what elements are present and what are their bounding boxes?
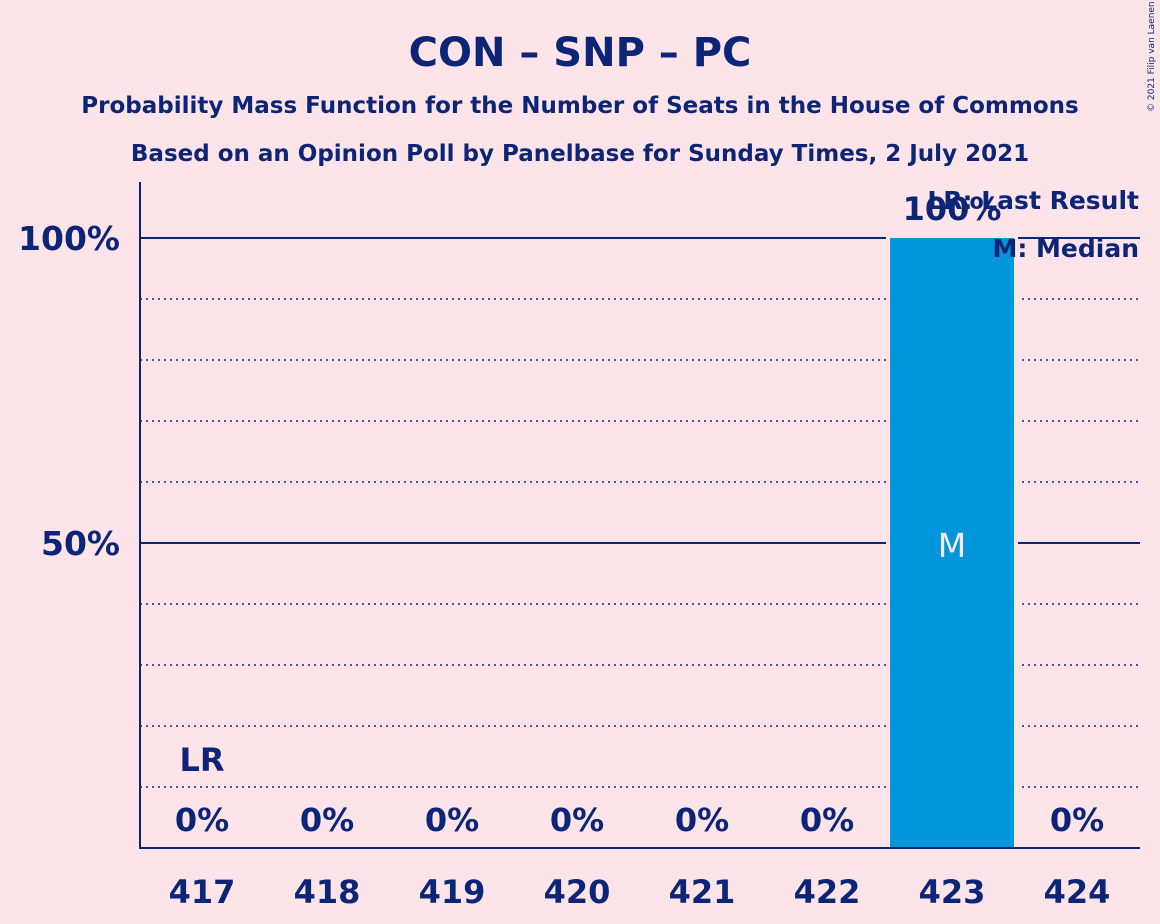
legend-item-2: M: Median	[992, 234, 1139, 263]
y-tick-label-50: 50%	[41, 524, 120, 563]
value-label-417: 0%	[175, 801, 229, 839]
x-tick-label-423: 423	[919, 873, 986, 911]
axes: 50% 100% 417 418 419 420 421 422 423 424	[18, 182, 1140, 911]
x-tick-label-417: 417	[169, 873, 236, 911]
value-label-422: 0%	[800, 801, 854, 839]
y-tick-label-100: 100%	[18, 219, 120, 258]
legend-item-1: LR: Last Result	[927, 186, 1139, 215]
x-tick-label-424: 424	[1044, 873, 1111, 911]
chart-subtitle: Probability Mass Function for the Number…	[81, 93, 1078, 119]
value-label-420: 0%	[550, 801, 604, 839]
value-label-419: 0%	[425, 801, 479, 839]
value-label-424: 0%	[1050, 801, 1104, 839]
value-label-421: 0%	[675, 801, 729, 839]
median-marker: M	[938, 526, 966, 565]
chart-title: CON – SNP – PC	[409, 30, 752, 76]
bar-423	[890, 238, 1014, 848]
chart-poll-source: Based on an Opinion Poll by Panelbase fo…	[131, 141, 1029, 167]
legend: LR: Last Result M: Median	[927, 186, 1139, 263]
x-tick-label-421: 421	[669, 873, 736, 911]
value-labels: 0% 0% 0% 0% 0% 0% 100% 0% LR M	[175, 190, 1104, 839]
x-tick-label-418: 418	[294, 873, 361, 911]
x-tick-label-422: 422	[794, 873, 861, 911]
x-tick-label-420: 420	[544, 873, 611, 911]
last-result-marker: LR	[179, 741, 224, 779]
value-label-423: 100%	[903, 190, 1002, 228]
x-tick-label-419: 419	[419, 873, 486, 911]
value-label-418: 0%	[300, 801, 354, 839]
copyright-notice: © 2021 Filip van Laenen	[1147, 1, 1157, 112]
bars	[886, 235, 1018, 848]
